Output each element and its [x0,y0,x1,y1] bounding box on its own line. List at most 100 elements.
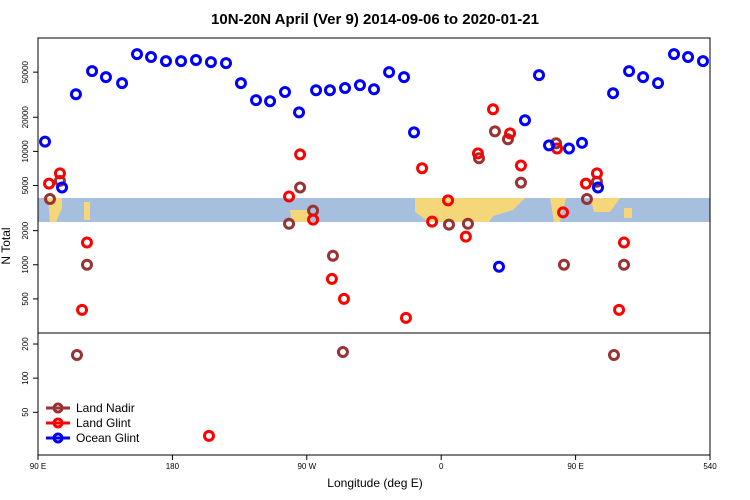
x-tick-label: 180 [166,462,180,471]
legend-label: Land Nadir [76,401,135,415]
data-point [337,292,350,305]
data-point [580,193,593,206]
data-point [368,83,380,96]
data-point [652,77,665,90]
data-point [294,148,307,161]
data-point [116,77,129,90]
data-point [488,125,501,138]
data-point [459,230,472,243]
data-point [607,349,620,362]
data-point [501,133,514,146]
data-point [326,249,339,262]
data-point [576,136,589,149]
x-tick-label: 90 W [297,462,316,471]
data-point [408,126,421,139]
data-point [623,65,636,78]
data-point [80,236,93,249]
y-tick-label: 100 [21,371,30,385]
data-point [76,303,89,316]
data-point [353,79,366,92]
data-point [383,66,396,79]
data-point [293,106,306,119]
data-point [264,95,277,108]
data-point [56,181,69,194]
data-point [579,177,592,190]
data-point [637,71,650,84]
data-point [234,77,247,90]
data-point [53,167,66,180]
data-point [159,55,172,68]
data-point [131,48,144,61]
data-point [220,57,233,70]
data-point [563,142,576,155]
data-point [696,55,709,68]
data-point [175,55,188,68]
data-point [336,346,349,359]
data-point [145,50,158,63]
legend-marker [52,432,64,444]
data-point [43,177,56,190]
data-point [613,303,626,316]
data-point [442,194,455,207]
data-point [189,53,202,66]
data-point [471,147,484,160]
y-tick-label: 200 [21,337,30,351]
y-tick-label: 5000 [21,176,30,194]
data-point [518,114,531,127]
data-point [204,56,217,69]
data-point [307,213,320,226]
x-axis-label: Longitude (deg E) [327,476,422,490]
data-point [607,87,620,100]
y-tick-label: 2000 [21,221,30,239]
data-point [43,193,56,206]
x-tick-label: 90 E [30,462,46,471]
legend-marker [52,417,64,429]
data-point [69,88,82,101]
data-point [323,84,336,97]
y-tick-label: 1000 [21,255,30,273]
legend-label: Land Glint [76,416,131,430]
data-point [487,103,500,116]
data-point [283,190,296,203]
data-point [543,139,556,152]
data-point [294,181,307,194]
data-point [39,135,52,148]
data-point [617,258,630,271]
data-point [557,206,570,219]
data-point [668,48,681,61]
y-tick-label: 20000 [21,106,30,129]
data-point [557,258,570,271]
data-point [283,217,296,230]
y-tick-label: 10000 [21,140,30,163]
data-point [426,215,439,228]
data-point [504,127,517,140]
data-point [514,176,527,189]
data-point [442,218,455,231]
y-tick-label: 50 [21,407,30,416]
data-point [339,82,352,95]
legend-label: Ocean Glint [76,431,140,445]
x-tick-label: 90 E [567,462,583,471]
data-point [86,65,99,78]
data-point [514,159,527,172]
map-strip [38,198,710,222]
data-point [70,349,83,362]
data-point [202,429,215,442]
chart-title: 10N-20N April (Ver 9) 2014-09-06 to 2020… [211,11,539,28]
data-point [278,85,291,98]
data-point [592,181,604,194]
data-point [53,174,66,187]
plot-frame [37,37,711,456]
data-point [416,162,429,175]
data-point [682,50,695,63]
x-tick-label: 0 [439,462,444,471]
data-point [533,69,546,82]
data-point [492,260,505,273]
data-point [99,71,112,84]
y-axis-label: N Total [0,227,13,264]
data-point [310,84,323,97]
data-point [80,258,93,271]
data-point [461,217,474,230]
y-tick-label: 50000 [21,60,30,83]
